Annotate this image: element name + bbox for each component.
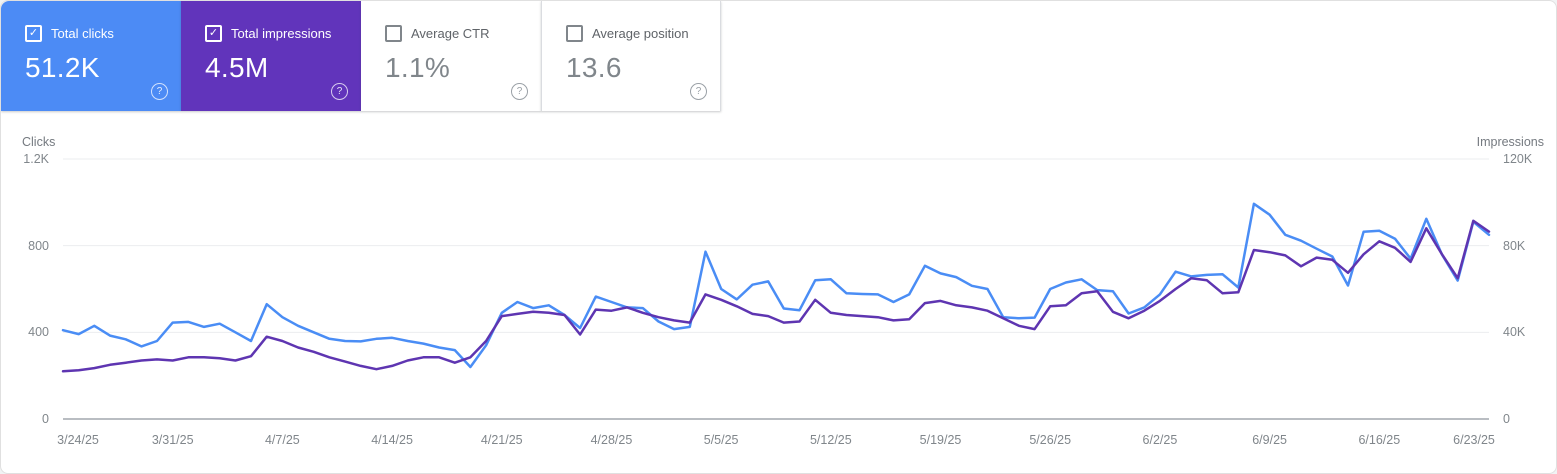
x-tick-date: 4/28/25	[590, 433, 633, 447]
card-total-clicks[interactable]: ✓ Total clicks 51.2K ?	[1, 1, 181, 111]
help-icon[interactable]: ?	[690, 83, 707, 100]
x-tick-date: 6/2/25	[1142, 433, 1178, 447]
x-tick-date: 6/9/25	[1252, 433, 1287, 447]
card-average-ctr[interactable]: Average CTR 1.1% ?	[361, 1, 541, 111]
card-total-impressions[interactable]: ✓ Total impressions 4.5M ?	[181, 1, 361, 111]
x-tick-date: 4/14/25	[371, 433, 413, 447]
x-tick-date: 6/23/25	[1453, 433, 1495, 447]
y-tick-right: 40K	[1503, 325, 1526, 340]
left-axis-title: Clicks	[22, 135, 56, 149]
card-value: 13.6	[566, 52, 622, 83]
series-line-impressions[interactable]	[61, 219, 1491, 373]
checkbox-icon[interactable]: ✓	[205, 25, 222, 42]
card-label: Total impressions	[231, 26, 332, 41]
checkbox-icon[interactable]	[566, 25, 583, 42]
y-tick-left: 1.2K	[23, 152, 49, 166]
x-tick-date: 4/21/25	[480, 433, 523, 447]
card-value: 1.1%	[385, 52, 451, 83]
checkbox-icon[interactable]: ✓	[25, 25, 42, 42]
help-icon[interactable]: ?	[151, 83, 168, 100]
card-label: Average position	[592, 26, 689, 41]
y-tick-right: 80K	[1503, 238, 1526, 253]
x-tick-date: 3/31/25	[151, 433, 194, 447]
card-value: 51.2K	[25, 52, 100, 83]
right-axis-title: Impressions	[1476, 135, 1544, 149]
y-tick-right: 0	[1503, 412, 1510, 426]
x-tick-date: 6/16/25	[1358, 433, 1401, 447]
x-tick-date: 5/26/25	[1029, 433, 1072, 447]
card-label: Total clicks	[51, 26, 114, 41]
card-average-position[interactable]: Average position 13.6 ?	[541, 1, 721, 111]
card-value: 4.5M	[205, 52, 269, 83]
x-tick-date: 5/12/25	[809, 433, 852, 447]
y-tick-left: 0	[42, 412, 49, 426]
series-line-clicks[interactable]	[61, 202, 1491, 369]
x-tick-date: 5/19/25	[919, 433, 962, 447]
card-label: Average CTR	[411, 26, 490, 41]
checkbox-icon[interactable]	[385, 25, 402, 42]
y-tick-left: 800	[28, 238, 49, 253]
help-icon[interactable]: ?	[331, 83, 348, 100]
x-tick-date: 5/5/25	[703, 433, 739, 447]
y-tick-right: 120K	[1503, 152, 1533, 166]
help-icon[interactable]: ?	[511, 83, 528, 100]
metric-cards-row: ✓ Total clicks 51.2K ? ✓ Total impressio…	[1, 1, 721, 111]
x-tick-date: 3/24/25	[57, 433, 99, 447]
y-tick-left: 400	[28, 325, 49, 340]
x-tick-date: 4/7/25	[264, 433, 300, 447]
